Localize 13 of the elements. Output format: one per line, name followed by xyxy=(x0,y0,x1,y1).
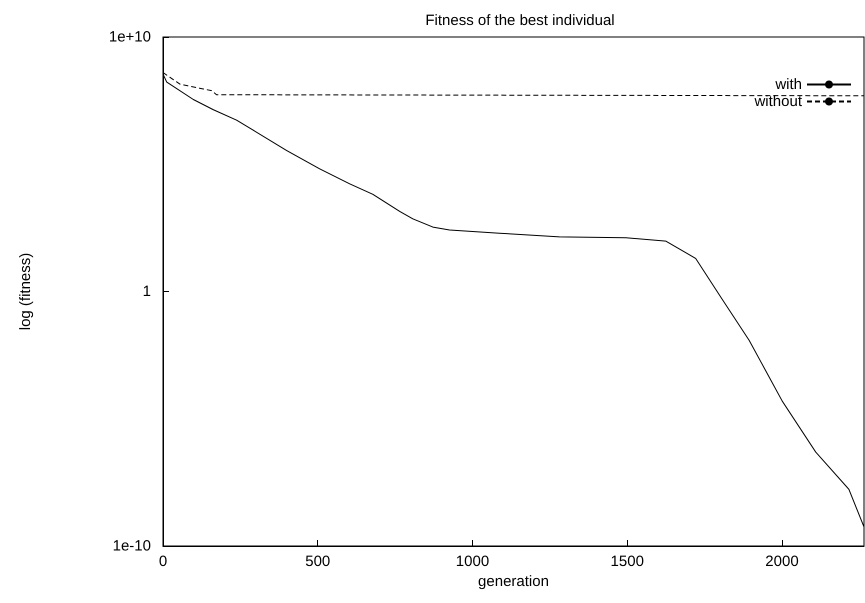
y-axis-title: log (fitness) xyxy=(17,252,34,330)
x-tick-label: 1500 xyxy=(610,553,644,570)
x-axis-title: generation xyxy=(478,572,549,590)
legend-label: with xyxy=(774,76,802,93)
x-tick-label: 1000 xyxy=(456,553,490,570)
y-tick-label: 1e+10 xyxy=(108,28,151,46)
y-tick-label: 1e-10 xyxy=(112,538,151,554)
x-tick-label: 2000 xyxy=(765,553,799,570)
y-tick-label: 1 xyxy=(142,283,151,300)
legend-label: without xyxy=(753,93,803,110)
chart-title: Fitness of the best individual xyxy=(425,12,615,29)
x-tick-label: 0 xyxy=(158,553,168,570)
x-tick-label: 500 xyxy=(305,553,330,570)
